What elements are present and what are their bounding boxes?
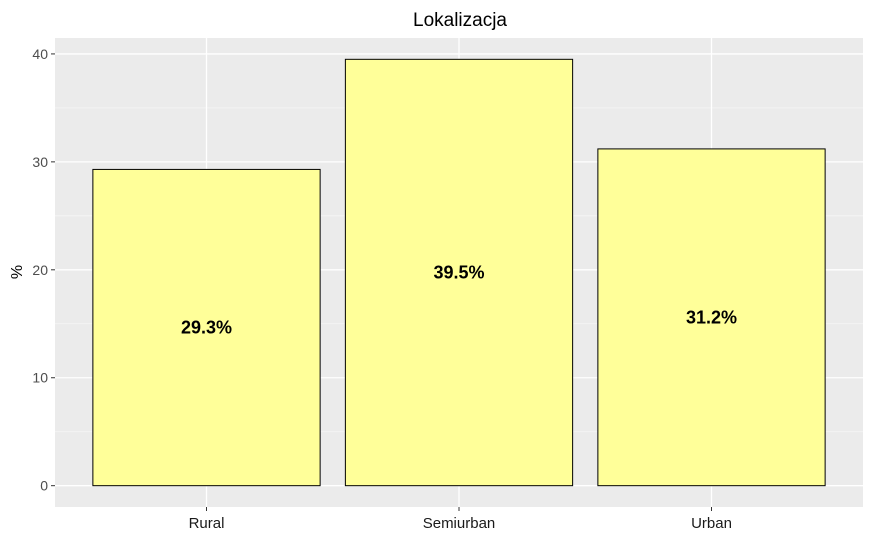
y-tick-label: 10 [32,370,48,386]
chart-title: Lokalizacja [413,10,507,31]
y-tick-label: 0 [40,478,48,494]
y-axis: 0 10 20 30 40 [32,46,55,494]
bar-rural [92,168,321,487]
x-tick-label-semiurban: Semiurban [423,515,496,532]
x-axis: Rural Semiurban Urban [189,507,732,532]
bar-semiurban [344,58,574,487]
data-label-rural: 29.3% [181,318,232,338]
data-label-urban: 31.2% [686,307,737,327]
y-tick-label: 20 [32,262,48,278]
data-labels: 29.3% 39.5% 31.2% [181,263,737,338]
y-tick-label: 40 [32,46,48,62]
bars [92,58,826,487]
y-tick-label: 30 [32,154,48,170]
bar-urban [597,148,826,487]
x-tick-label-urban: Urban [691,515,732,532]
x-tick-label-rural: Rural [189,515,225,532]
data-label-semiurban: 39.5% [433,263,484,283]
y-axis-label: % [9,265,26,279]
